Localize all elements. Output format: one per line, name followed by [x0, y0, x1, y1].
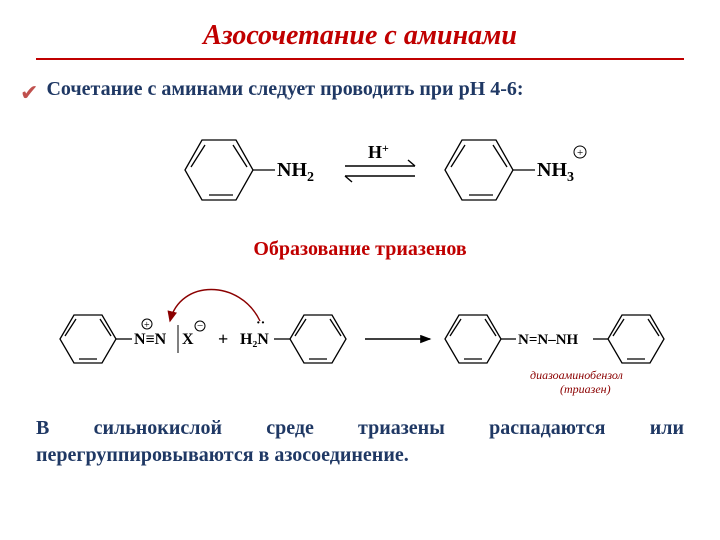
svg-text:N≡N: N≡N: [134, 331, 167, 348]
r2-benzene-1: [60, 315, 132, 363]
svg-text:X: X: [182, 331, 194, 348]
product-label-2: (триазен): [560, 382, 611, 396]
r2-plus: +: [218, 329, 228, 349]
r2-aniline: H₂N ··: [240, 315, 346, 363]
svg-text:−: −: [197, 320, 203, 332]
title-divider: [36, 58, 684, 60]
reaction-2-diagram: N≡N + X − + H₂N ··: [30, 269, 690, 399]
curved-arrow: [170, 290, 260, 322]
bullet-row: ✔ Сочетание с аминами следует проводить …: [20, 78, 684, 106]
r2-diazo-group: N≡N + X −: [134, 319, 205, 353]
right-benzene: NH3 +: [445, 140, 586, 200]
check-icon: ✔: [20, 80, 38, 106]
left-benzene: NH2: [185, 140, 314, 200]
bullet-text: Сочетание с аминами следует проводить пр…: [46, 78, 523, 101]
svg-text:H₂N: H₂N: [240, 331, 269, 348]
svg-text:··: ··: [256, 316, 265, 331]
footer-text: В сильнокислой среде триазены распадаютс…: [36, 415, 684, 469]
triazene-subheader: Образование триазенов: [0, 238, 720, 261]
product-label-1: диазоаминобензол: [530, 368, 623, 382]
slide-title: Азосочетание с аминами: [0, 20, 720, 52]
svg-text:NH2: NH2: [277, 159, 314, 185]
equilibrium-arrow: H+: [345, 141, 415, 182]
svg-text:+: +: [577, 147, 583, 159]
reaction-1-diagram: NH2 H+ NH3 +: [125, 120, 595, 220]
svg-text:N=N–NH: N=N–NH: [518, 332, 579, 348]
svg-text:NH3: NH3: [537, 159, 574, 185]
svg-text:+: +: [144, 320, 150, 331]
svg-text:H+: H+: [368, 141, 389, 162]
r2-product: N=N–NH диазоаминобензол (триазен): [445, 315, 664, 396]
